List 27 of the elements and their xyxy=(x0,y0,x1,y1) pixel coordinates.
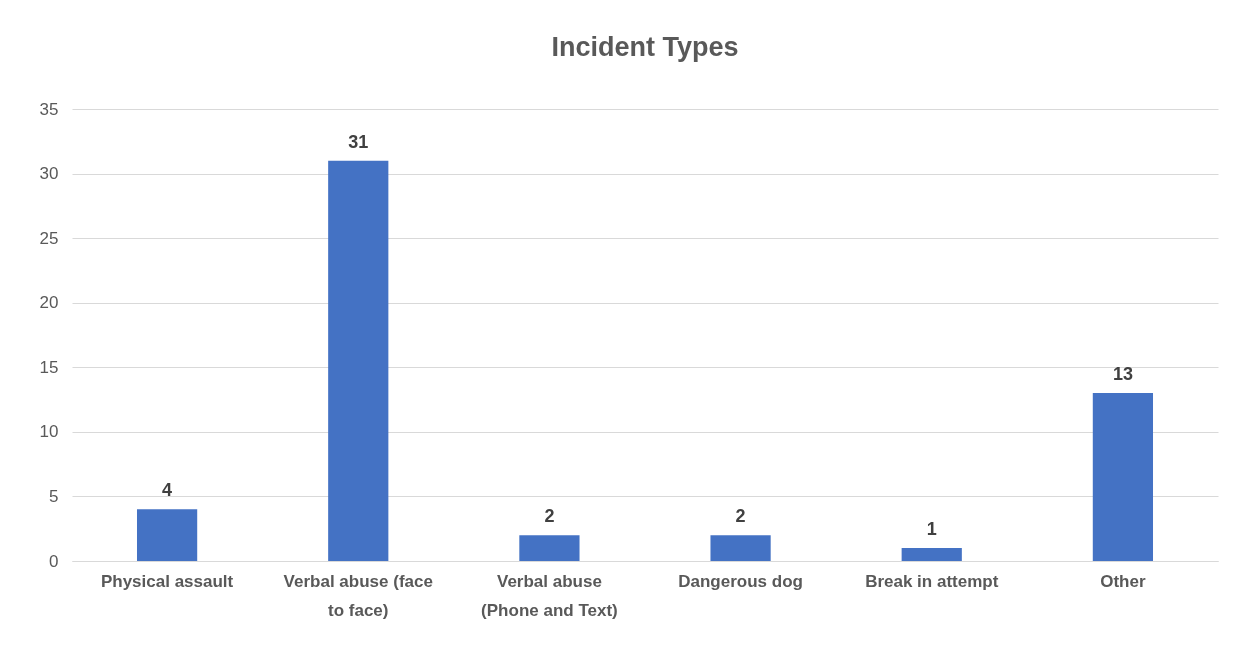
data-label: 31 xyxy=(348,131,369,152)
data-label: 13 xyxy=(1112,364,1133,385)
x-tick-label: Other xyxy=(1100,571,1146,591)
data-label: 4 xyxy=(162,480,173,501)
data-label: 1 xyxy=(926,519,937,540)
bar xyxy=(328,160,389,561)
y-tick-label: 0 xyxy=(49,551,59,571)
x-tick-label: Verbal abuse (Phone and Text) xyxy=(481,571,618,620)
y-tick-label: 35 xyxy=(39,99,59,119)
x-tick-label: Break in attempt xyxy=(865,571,999,591)
y-tick-label: 20 xyxy=(39,293,59,313)
bar xyxy=(710,535,771,561)
x-tick-label: Dangerous dog xyxy=(678,571,803,591)
y-tick-label: 25 xyxy=(39,228,59,248)
y-tick-label: 5 xyxy=(49,486,59,506)
x-tick-label: Verbal abuse (face to face) xyxy=(283,571,433,620)
y-tick-label: 30 xyxy=(39,164,59,184)
bar xyxy=(136,509,198,561)
bar xyxy=(519,535,580,561)
bar xyxy=(901,548,962,561)
data-label: 2 xyxy=(544,506,555,527)
y-tick-label: 10 xyxy=(39,422,59,442)
data-label: 2 xyxy=(735,506,746,527)
y-tick-label: 15 xyxy=(39,357,59,377)
x-tick-label: Physical assault xyxy=(100,571,234,591)
chart-title: Incident Types xyxy=(551,32,739,62)
bar xyxy=(1092,393,1154,561)
